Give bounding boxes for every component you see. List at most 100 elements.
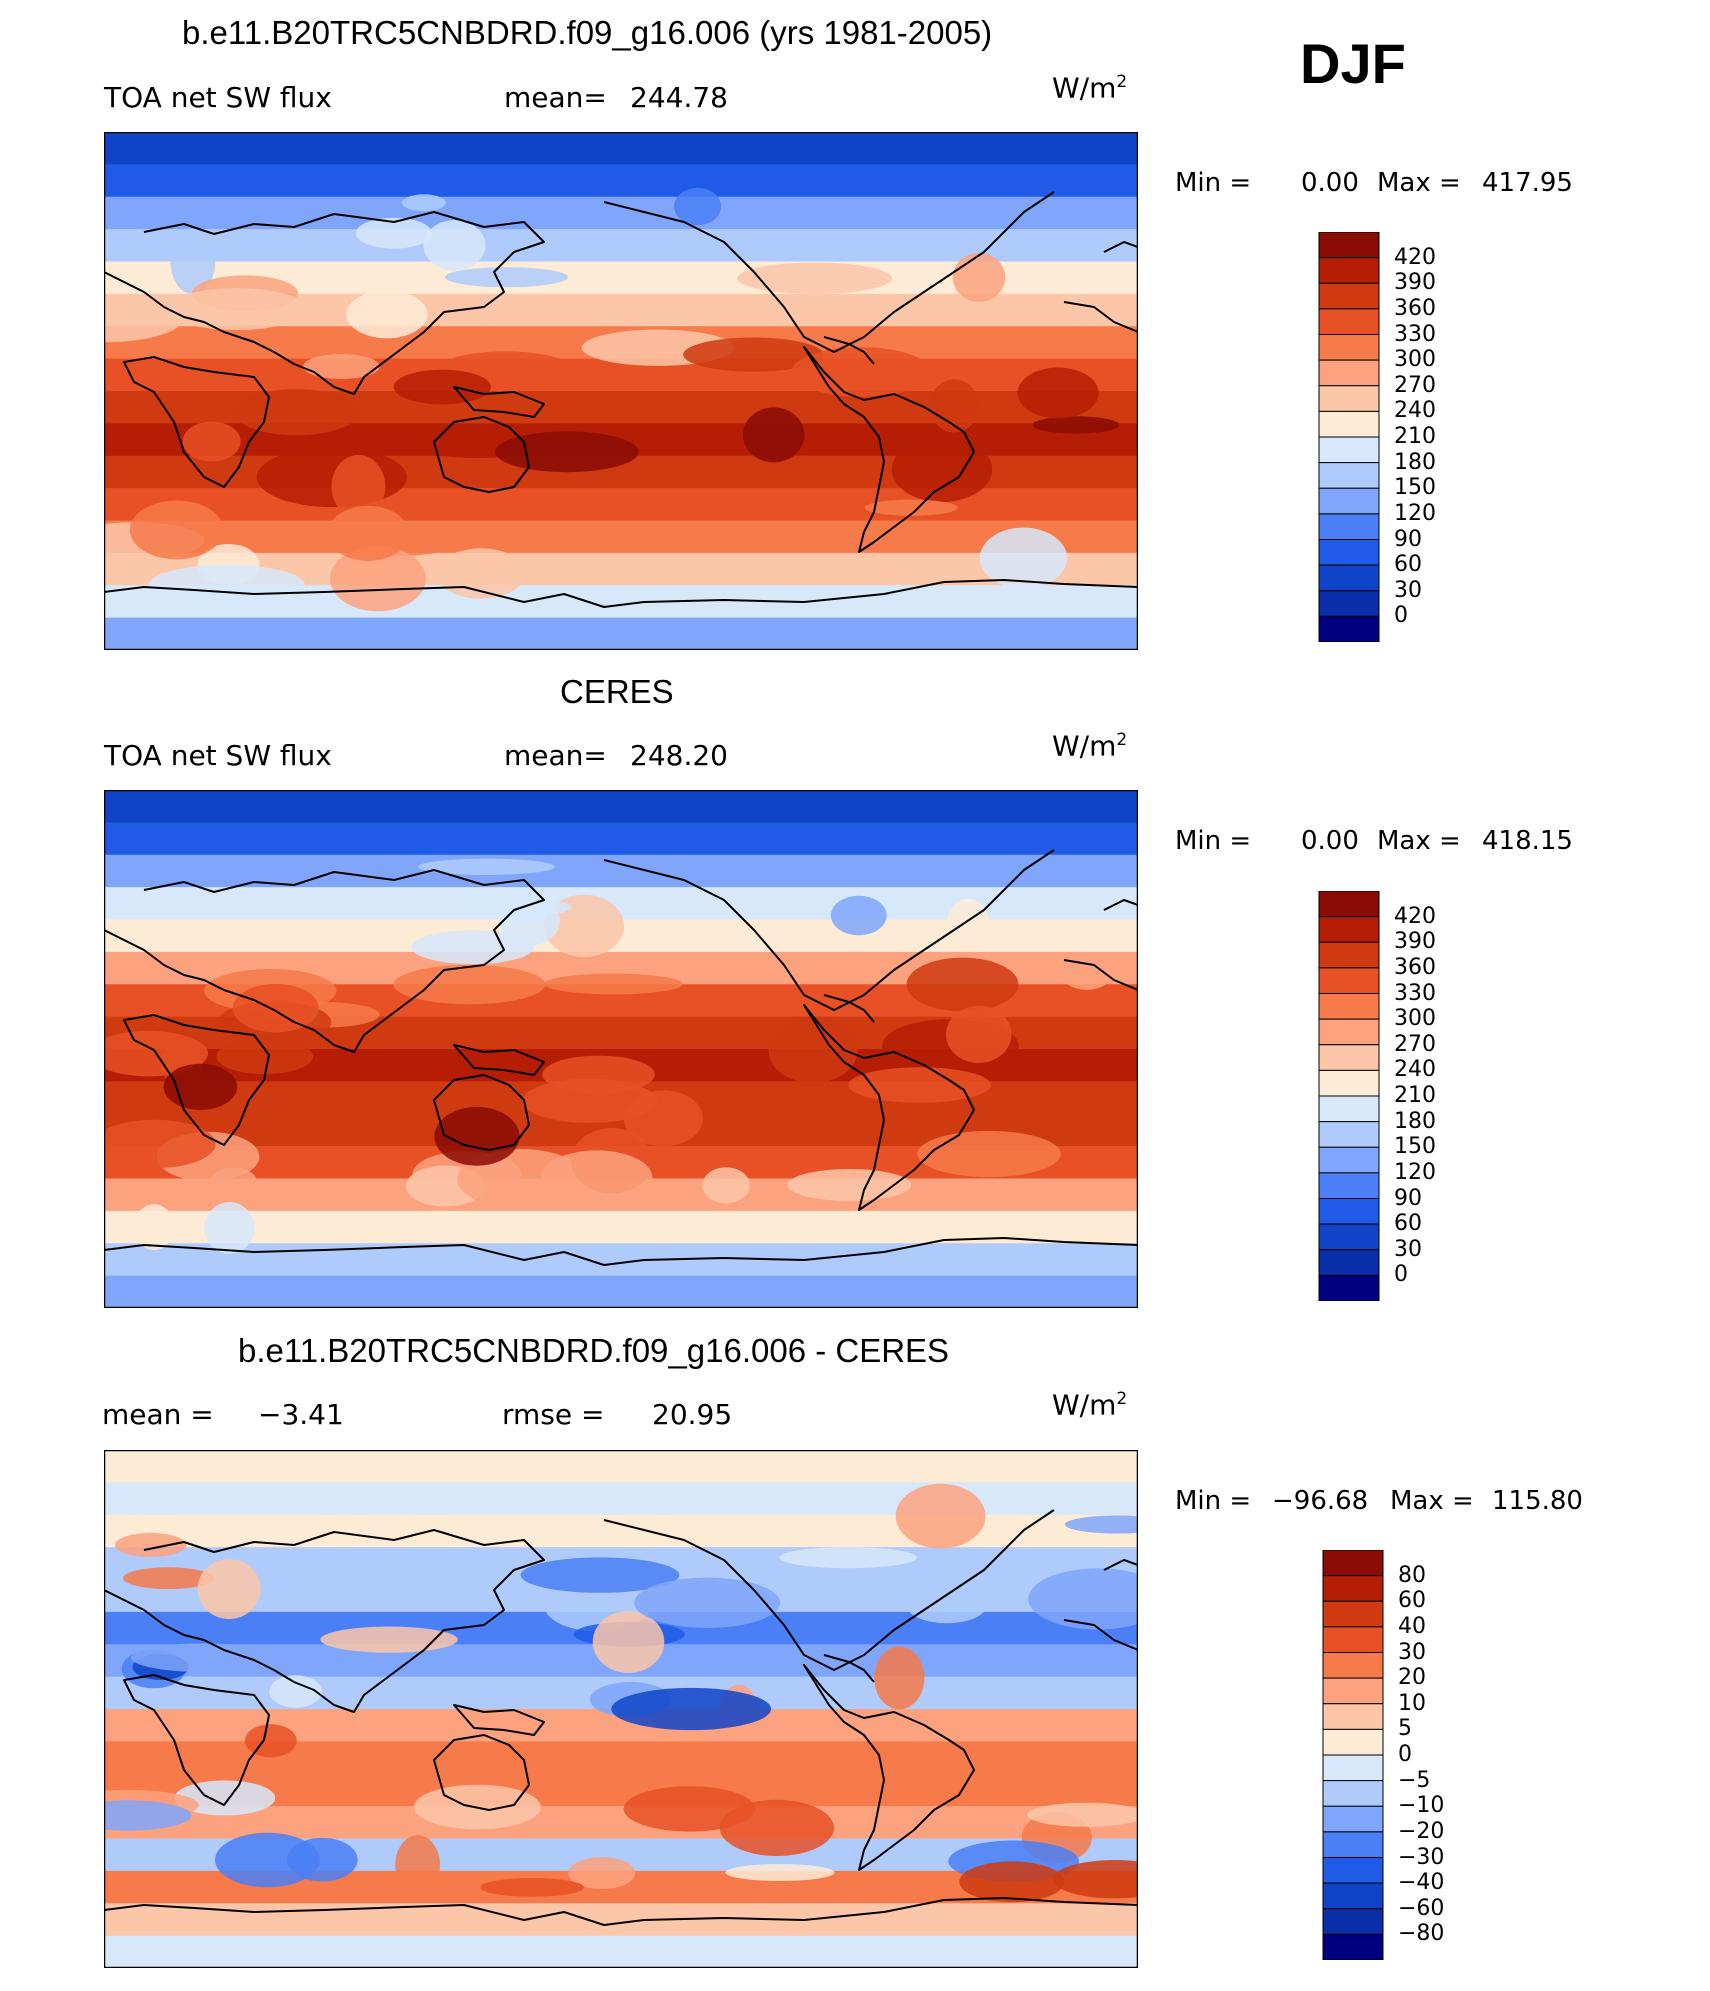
coastline — [823, 994, 875, 1023]
panel-3-units: W/m2 — [1052, 1391, 1127, 1419]
colorbar-swatch — [1322, 1703, 1384, 1730]
map-anomaly — [437, 548, 526, 599]
map-anomaly — [945, 1005, 1012, 1063]
colorbar-swatch — [1318, 891, 1380, 918]
coastline — [433, 1734, 530, 1811]
coastline — [823, 336, 875, 365]
map-anomaly — [256, 447, 407, 508]
map-anomaly — [1064, 1515, 1138, 1534]
colorbar-swatch — [1318, 462, 1380, 489]
map-anomaly — [891, 437, 993, 502]
map-band — [104, 1773, 1138, 1808]
coastline — [104, 1529, 545, 1713]
panel-2-max-value: 418.15 — [1482, 826, 1573, 856]
coastline — [433, 416, 530, 493]
map-anomaly — [568, 1857, 636, 1890]
colorbar-tick-label: 120 — [1394, 500, 1436, 526]
colorbar-tick-label: 300 — [1394, 347, 1436, 373]
colorbar-tick-label: 330 — [1394, 980, 1436, 1006]
panel-2-max-label: Max = — [1377, 826, 1461, 856]
map-anomaly — [737, 262, 892, 294]
colorbar-tick-label: −60 — [1398, 1895, 1445, 1921]
colorbar-swatch — [1322, 1754, 1384, 1782]
coastline — [433, 1074, 530, 1151]
map-anomaly — [952, 253, 1006, 302]
colorbar-tick-label: 90 — [1394, 1185, 1422, 1211]
colorbar-swatch — [1318, 1069, 1380, 1097]
colorbar-tick-label: 5 — [1398, 1716, 1412, 1742]
colorbar-swatch — [1318, 334, 1380, 361]
map-band — [104, 822, 1138, 856]
panel-2-min-value: 0.00 — [1301, 826, 1359, 856]
colorbar-tick-label: 390 — [1394, 929, 1436, 955]
colorbar-tick-label: 40 — [1398, 1613, 1426, 1639]
map-band — [104, 1450, 1138, 1484]
colorbar-tick-label: −30 — [1398, 1844, 1445, 1870]
coastline — [1063, 959, 1138, 991]
panel-1-colorbar-labels: 420 390 360 330 300 270 240 210 180 150 120 90 60 30 0 — [1382, 232, 1462, 642]
colorbar-tick-label: 90 — [1394, 526, 1422, 552]
colorbar-tick-label: 0 — [1394, 1262, 1408, 1288]
colorbar-tick-label: 420 — [1394, 903, 1436, 929]
coastline — [803, 1664, 975, 1871]
panel-3-mean-label: mean = — [102, 1398, 214, 1431]
colorbar-swatch — [1318, 590, 1380, 617]
map-anomaly — [163, 1063, 238, 1110]
colorbar-swatch — [1318, 1095, 1380, 1123]
colorbar-swatch — [1318, 359, 1380, 387]
map-anomaly — [215, 1832, 320, 1888]
colorbar-tick-label: 150 — [1394, 475, 1436, 501]
panel-3-map — [104, 1450, 1138, 1968]
map-band — [104, 196, 1138, 231]
colorbar-swatch — [1322, 1575, 1384, 1602]
map-anomaly — [330, 546, 426, 612]
coastline — [1103, 1559, 1138, 1571]
colorbar-tick-label: 300 — [1394, 1006, 1436, 1032]
map-anomaly — [719, 1799, 835, 1856]
colorbar-tick-label: 30 — [1394, 1236, 1422, 1262]
colorbar-tick-label: 240 — [1394, 398, 1436, 424]
coastline — [453, 1704, 545, 1736]
panel-1-colorbar — [1318, 232, 1380, 642]
map-anomaly — [129, 500, 224, 560]
panel-2-colorbar — [1318, 891, 1380, 1301]
colorbar-swatch — [1322, 1908, 1384, 1935]
map-anomaly — [115, 1532, 187, 1558]
colorbar-tick-label: −40 — [1398, 1870, 1445, 1896]
colorbar-swatch — [1322, 1728, 1384, 1756]
colorbar-swatch — [1322, 1550, 1384, 1577]
colorbar-tick-label: 60 — [1398, 1588, 1426, 1614]
map-anomaly — [791, 347, 932, 397]
colorbar-swatch — [1318, 1198, 1380, 1225]
map-anomaly — [104, 1119, 216, 1169]
colorbar-swatch — [1318, 257, 1380, 284]
panel-2-title: CERES — [560, 673, 674, 710]
colorbar-swatch — [1318, 1223, 1380, 1251]
map-anomaly — [148, 564, 305, 606]
map-anomaly — [1059, 952, 1115, 990]
coastline — [1103, 899, 1138, 911]
panel-2-map — [104, 790, 1138, 1308]
panel-1-units-exponent: 2 — [1116, 72, 1128, 92]
map-anomaly — [874, 1646, 925, 1710]
map-band — [104, 1935, 1138, 1968]
map-anomaly — [895, 1483, 986, 1549]
map-anomaly — [702, 1167, 750, 1204]
map-anomaly — [182, 421, 241, 462]
map-anomaly — [346, 290, 428, 339]
map-band — [104, 358, 1138, 393]
map-band — [104, 1903, 1138, 1937]
map-anomaly — [320, 1626, 458, 1653]
map-anomaly — [395, 1835, 440, 1896]
panel-1-units-base: W/m — [1052, 71, 1117, 105]
coastline — [123, 356, 270, 488]
map-anomaly — [123, 1567, 214, 1590]
colorbar-swatch — [1322, 1933, 1384, 1960]
panel-3-rmse-label: rmse = — [502, 1398, 605, 1431]
panel-3-units-base: W/m — [1052, 1388, 1117, 1422]
map-anomaly — [959, 1861, 1065, 1903]
map-anomaly — [104, 1800, 192, 1831]
colorbar-swatch — [1318, 1172, 1380, 1200]
panel-2-colorbar-labels: 420 390 360 330 300 270 240 210 180 150 120 90 60 30 0 — [1382, 891, 1462, 1301]
map-anomaly — [355, 217, 432, 249]
